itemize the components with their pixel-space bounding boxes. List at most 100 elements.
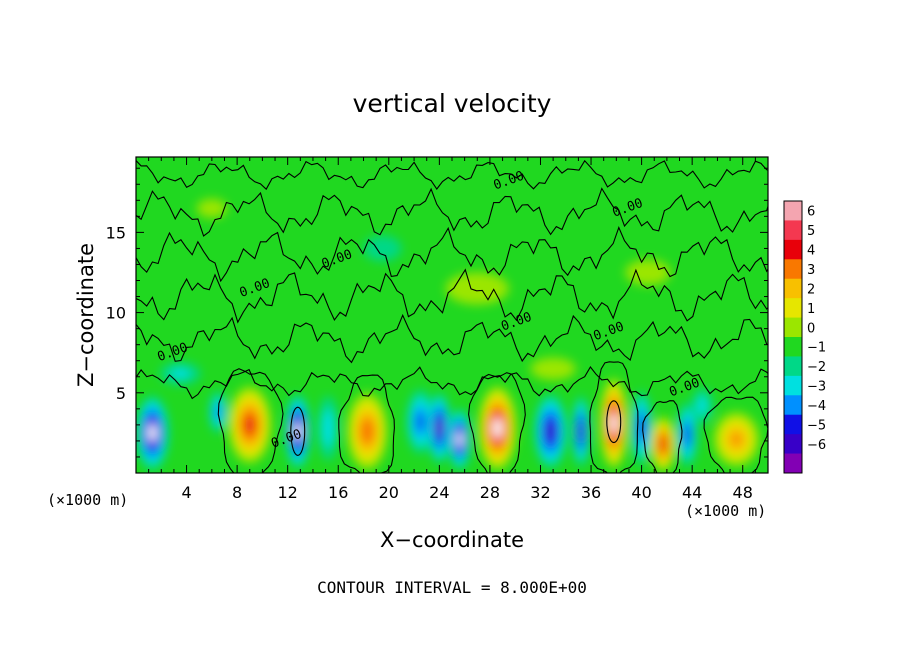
x-tick-label: 44 [682, 483, 702, 502]
colorbar-swatch [784, 298, 802, 318]
x-tick-label: 8 [232, 483, 242, 502]
x-tick-label: 4 [181, 483, 191, 502]
velocity-cell-level [360, 417, 375, 445]
velocity-cell [572, 396, 590, 467]
velocity-cell-level [732, 434, 741, 445]
colorbar-swatch [784, 317, 802, 338]
y-axis-ticks: 5 10 15 [106, 167, 768, 458]
colorbar-frame [783, 200, 803, 474]
velocity-cell-level [546, 421, 555, 441]
velocity-cell-level [445, 272, 509, 305]
x-unit-right: (×1000 m) [685, 502, 766, 520]
y-tick-label: 10 [106, 304, 126, 323]
x-tick-label: 32 [530, 483, 550, 502]
velocity-cell [318, 396, 339, 461]
zero-contour-line [136, 268, 768, 324]
zero-contour-line [136, 159, 768, 191]
colorbar-swatch [784, 220, 802, 241]
velocity-cell-level [625, 259, 671, 286]
velocity-cell-level [530, 357, 576, 380]
cell-contour [589, 361, 639, 473]
velocity-cell [427, 392, 451, 464]
velocity-cell [650, 416, 676, 472]
velocity-cell-level [684, 425, 690, 444]
velocity-field [136, 198, 760, 472]
colorbar-label: −1 [807, 341, 826, 356]
colorbar-label: −4 [807, 399, 826, 414]
velocity-cell [136, 396, 169, 470]
colorbar-label: 5 [807, 224, 815, 239]
x-tick-label: 24 [429, 483, 449, 502]
x-tick-label: 36 [581, 483, 601, 502]
x-tick-label: 48 [733, 483, 753, 502]
x-axis-ticks: 4 8 12 16 20 24 28 32 36 40 44 48 [148, 157, 756, 502]
velocity-cell [599, 378, 628, 469]
velocity-cell [448, 408, 471, 470]
cell-inner-contour [606, 400, 622, 444]
velocity-cell [160, 362, 201, 385]
colorbar-label: 0 [807, 321, 815, 336]
colorbar-label: 6 [807, 205, 815, 220]
x-tick-label: 40 [631, 483, 651, 502]
colorbar-swatch [784, 356, 802, 377]
velocity-cell-core [610, 412, 618, 435]
colorbar: 6 5 4 3 2 1 0 −1 −2 −3 −4 −5 −6 [783, 200, 826, 474]
velocity-cell-level [437, 423, 442, 433]
x-unit-left: (×1000 m) [47, 491, 128, 509]
velocity-cell [196, 198, 228, 218]
colorbar-swatch [784, 201, 802, 221]
velocity-cell [478, 386, 517, 470]
x-tick-label: 16 [328, 483, 348, 502]
velocity-cell-level [363, 235, 402, 262]
colorbar-label: 1 [807, 302, 815, 317]
zero-contour-line [136, 225, 768, 283]
colorbar-swatch [784, 453, 802, 474]
cell-contour [468, 372, 526, 473]
velocity-cell [445, 272, 509, 305]
velocity-cell [228, 386, 272, 464]
cell-contour [338, 374, 395, 473]
velocity-cell-core [492, 417, 503, 439]
colorbar-swatch [784, 434, 802, 454]
colorbar-label: −2 [807, 360, 826, 375]
colorbar-swatch [784, 239, 802, 260]
x-tick-label: 12 [278, 483, 298, 502]
chart-title: vertical velocity [353, 89, 552, 118]
velocity-cell [534, 394, 568, 469]
colorbar-swatch [784, 375, 802, 396]
velocity-cell [406, 389, 435, 454]
velocity-cell-level [244, 415, 255, 434]
colorbar-label: 4 [807, 244, 815, 259]
velocity-cell [363, 235, 402, 262]
x-axis-label: X−coordinate [380, 528, 524, 552]
velocity-cell-core [294, 422, 301, 441]
y-tick-label: 15 [106, 223, 126, 242]
x-tick-label: 28 [480, 483, 500, 502]
colorbar-swatch [784, 259, 802, 280]
colorbar-label: −3 [807, 380, 826, 395]
colorbar-label: 2 [807, 282, 815, 297]
cell-contour [217, 368, 284, 473]
velocity-cell [631, 391, 652, 465]
colorbar-label: 3 [807, 263, 815, 278]
colorbar-swatch [784, 414, 802, 435]
velocity-cell [713, 412, 760, 467]
colorbar-swatch [784, 278, 802, 299]
colorbar-swatch [784, 395, 802, 416]
contour-lines [136, 159, 768, 473]
colorbar-label: −5 [807, 418, 826, 433]
velocity-cell [347, 392, 388, 470]
velocity-cell-level [659, 437, 667, 452]
velocity-cell [625, 259, 671, 286]
velocity-cell-level [417, 414, 424, 429]
contour-interval-note: CONTOUR INTERVAL = 8.000E+00 [317, 578, 587, 597]
velocity-cell-core [148, 423, 157, 443]
zero-contour-line [136, 187, 768, 237]
y-tick-label: 5 [116, 384, 126, 403]
y-axis-label: Z−coordinate [74, 243, 98, 387]
velocity-cell-level [697, 396, 708, 415]
cell-inner-contour [290, 406, 306, 456]
velocity-cell [530, 357, 576, 380]
